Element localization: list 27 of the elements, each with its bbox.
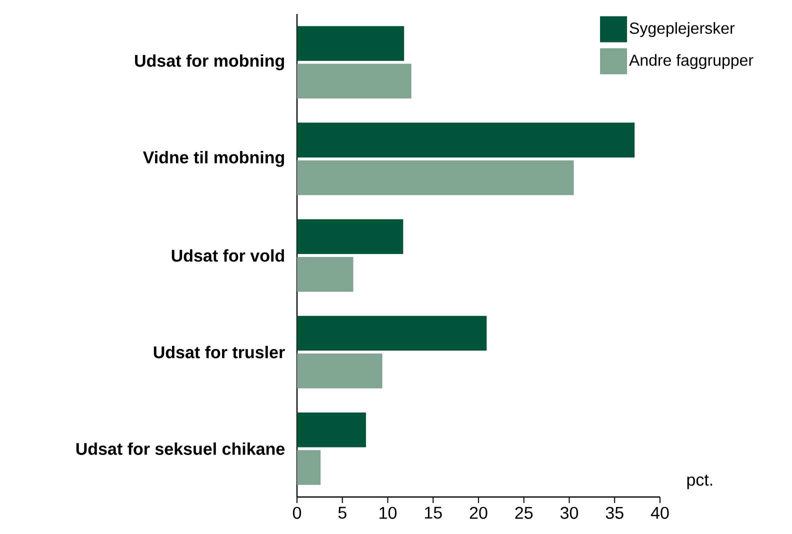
bar <box>297 450 321 485</box>
legend-label: Sygeplejersker <box>630 22 735 38</box>
bar <box>297 316 487 351</box>
x-axis-title: pct. <box>687 474 712 490</box>
bar <box>297 26 404 61</box>
x-tick-label: 35 <box>606 506 624 519</box>
bar <box>297 122 635 158</box>
x-tick-label: 5 <box>338 506 346 519</box>
bar <box>297 256 354 292</box>
y-tick-label: Udsat for vold <box>172 249 284 262</box>
x-tick-label: 30 <box>560 506 578 519</box>
y-tick-label: Udsat for mobning <box>135 54 284 70</box>
x-tick-label: 40 <box>650 506 669 519</box>
y-tick-label: Vidne til mobning <box>142 150 284 167</box>
x-tick-label: 0 <box>292 506 302 519</box>
x-tick-label: 25 <box>515 506 533 519</box>
bar <box>297 160 574 196</box>
x-tick-label: 15 <box>424 506 442 519</box>
bar <box>297 412 366 448</box>
x-tick-label: 10 <box>380 506 397 519</box>
bar <box>297 64 412 99</box>
bar <box>297 219 404 254</box>
y-tick-label: Udsat for trusler <box>154 346 285 358</box>
x-tick-label: 20 <box>470 506 488 519</box>
legend-label: Andre faggrupper <box>629 54 754 70</box>
bar <box>297 354 382 388</box>
y-tick-label: Udsat for seksuel chikane <box>76 442 285 455</box>
